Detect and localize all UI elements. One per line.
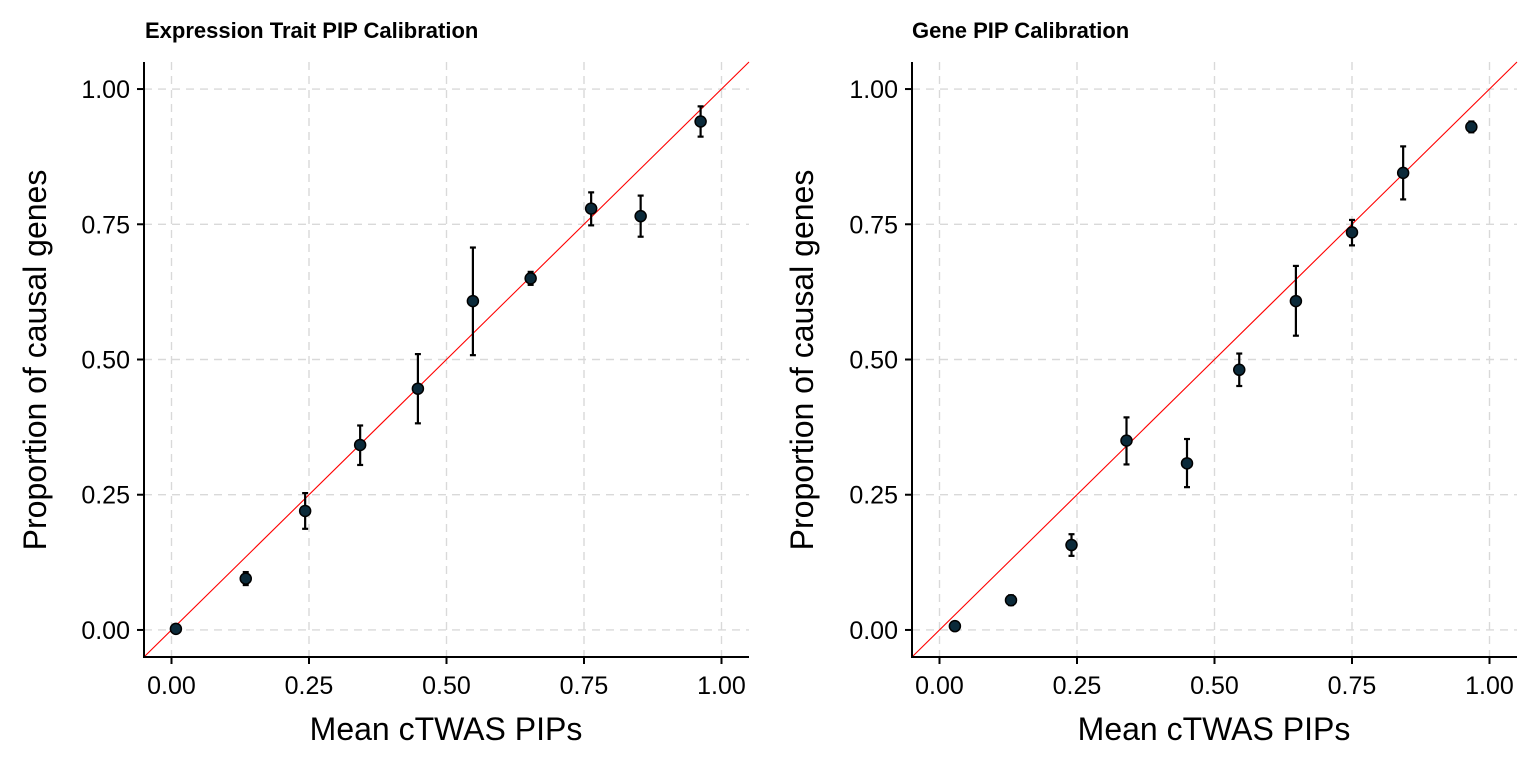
panel-expression-trait: Expression Trait PIP Calibration 0.00 0.2… bbox=[17, 18, 750, 747]
diagonal-reference-line bbox=[143, 61, 750, 658]
y-tick-label: 0.25 bbox=[849, 482, 898, 510]
grid bbox=[912, 62, 1517, 657]
x-tick-label: 0.75 bbox=[560, 672, 609, 700]
x-tick-label: 0.25 bbox=[285, 672, 334, 700]
panel-gene: Gene PIP Calibration 0.00 0.25 0.50 0.75 1.0… bbox=[784, 18, 1518, 747]
data-point bbox=[1465, 120, 1478, 134]
x-tick-label: 0.00 bbox=[147, 672, 196, 700]
data-point bbox=[1233, 363, 1246, 377]
y-tick-label: 1.00 bbox=[849, 76, 898, 104]
x-tick-label: 0.50 bbox=[1190, 672, 1239, 700]
grid bbox=[144, 62, 749, 657]
data-point bbox=[1289, 294, 1303, 308]
x-tick-label: 0.00 bbox=[915, 672, 964, 700]
axes: 0.00 0.25 0.50 0.75 1.00 0.00 0.25 0.50 0.75 1.00 bbox=[81, 62, 749, 700]
panel-title: Gene PIP Calibration bbox=[912, 18, 1129, 43]
x-tick-label: 0.25 bbox=[1053, 672, 1102, 700]
data-point bbox=[584, 202, 598, 215]
reference-line bbox=[143, 61, 750, 658]
y-axis-title: Proportion of causal genes bbox=[17, 170, 53, 551]
y-tick-label: 0.50 bbox=[81, 347, 130, 375]
axes: 0.00 0.25 0.50 0.75 1.00 0.00 0.25 0.50 0.75 1.00 bbox=[849, 62, 1517, 700]
data-point bbox=[1180, 457, 1194, 470]
data-points bbox=[169, 115, 707, 636]
data-point bbox=[169, 622, 183, 636]
data-point bbox=[239, 572, 252, 585]
data-points bbox=[948, 120, 1478, 633]
diagonal-reference-line bbox=[911, 61, 1518, 658]
y-tick-label: 0.75 bbox=[849, 211, 898, 239]
data-point bbox=[524, 272, 537, 285]
data-point bbox=[466, 294, 480, 308]
y-axis-title: Proportion of causal genes bbox=[784, 170, 820, 551]
data-point bbox=[298, 504, 312, 518]
y-tick-label: 0.00 bbox=[81, 617, 130, 645]
x-axis-title: Mean cTWAS PIPs bbox=[1078, 711, 1351, 747]
data-point bbox=[353, 438, 367, 452]
data-point bbox=[411, 382, 425, 395]
data-point bbox=[948, 619, 962, 633]
y-tick-label: 0.75 bbox=[81, 211, 130, 239]
data-point bbox=[634, 209, 647, 223]
data-point bbox=[1345, 226, 1359, 239]
x-tick-label: 1.00 bbox=[1465, 672, 1514, 700]
data-point bbox=[1120, 434, 1133, 447]
panel-title: Expression Trait PIP Calibration bbox=[145, 18, 478, 43]
data-point bbox=[694, 115, 707, 128]
y-tick-label: 0.50 bbox=[849, 347, 898, 375]
y-tick-label: 1.00 bbox=[81, 76, 130, 104]
reference-line bbox=[911, 61, 1518, 658]
error-bars bbox=[951, 120, 1475, 630]
x-tick-label: 0.50 bbox=[422, 672, 471, 700]
x-tick-label: 1.00 bbox=[697, 672, 746, 700]
x-axis-title: Mean cTWAS PIPs bbox=[310, 711, 583, 747]
y-tick-label: 0.25 bbox=[81, 482, 130, 510]
data-point bbox=[1396, 166, 1410, 180]
x-tick-label: 0.75 bbox=[1328, 672, 1377, 700]
y-tick-label: 0.00 bbox=[849, 617, 898, 645]
data-point bbox=[1004, 593, 1018, 607]
data-point bbox=[1065, 538, 1078, 552]
